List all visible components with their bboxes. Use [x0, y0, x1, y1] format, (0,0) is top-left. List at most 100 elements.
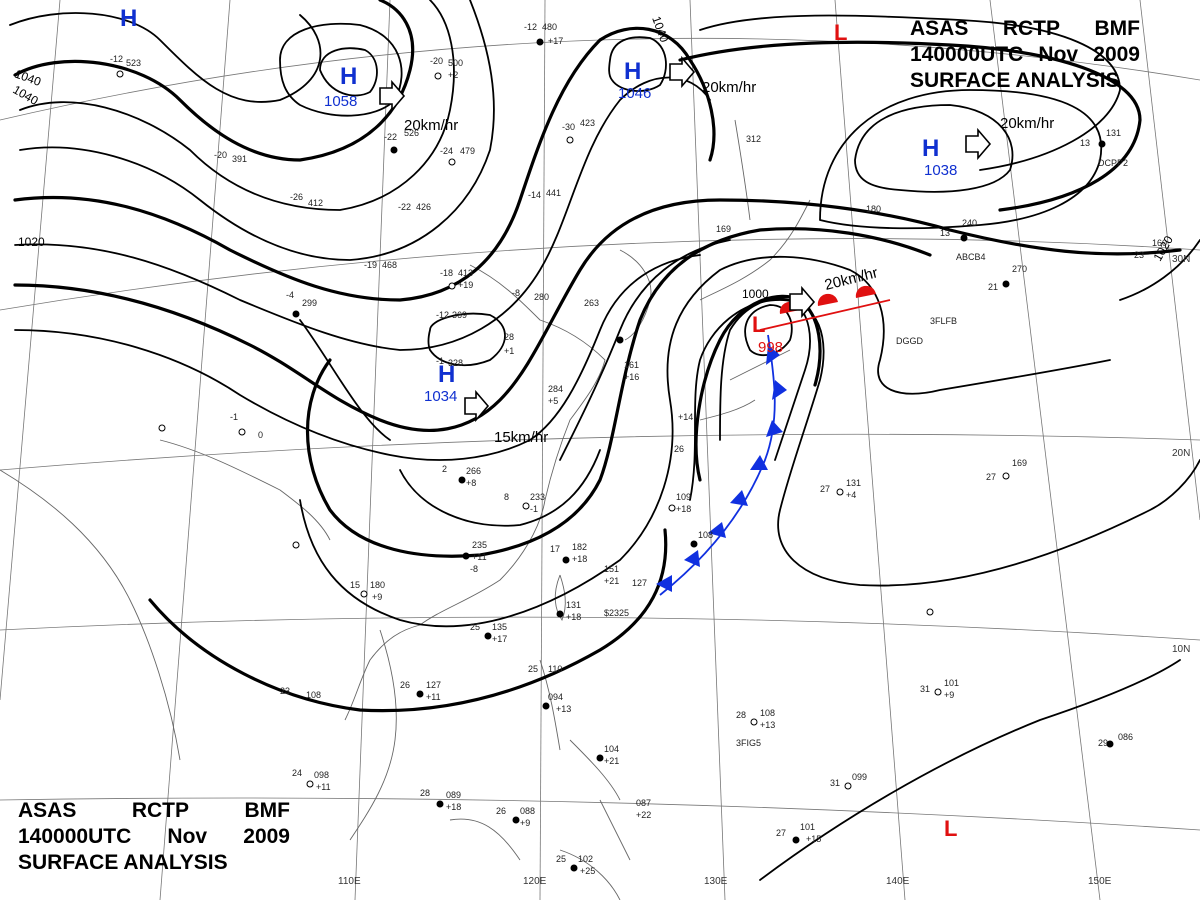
isobar-value: 1000	[742, 287, 769, 301]
station-value: +25	[580, 866, 595, 876]
station-value: 25	[556, 854, 566, 864]
station-value: +19	[458, 280, 473, 290]
station-value: 108	[306, 690, 321, 700]
station-marker	[306, 780, 314, 788]
station-value: +11	[316, 782, 331, 792]
station-marker	[436, 800, 444, 808]
station-value: 26	[400, 680, 410, 690]
high-center-value: 1058	[324, 93, 357, 110]
station-value: 500	[448, 58, 463, 68]
longitude-line-130e	[689, 0, 726, 900]
isobar	[689, 299, 1200, 587]
isobars	[9, 0, 1200, 881]
station-value: -24	[440, 146, 453, 156]
longitude-line-110e	[354, 0, 391, 900]
isobar	[399, 449, 601, 527]
isobar	[13, 0, 415, 162]
station-value: 098	[314, 770, 329, 780]
title-year: 2009	[1093, 43, 1140, 66]
station-value: -8	[470, 564, 478, 574]
isobar	[608, 36, 667, 92]
title-office: BMF	[1094, 17, 1141, 40]
station-marker	[116, 70, 124, 78]
cold-front-triangle	[656, 575, 672, 592]
station-value: 135	[492, 622, 507, 632]
title-time: 140000UTC	[910, 43, 1024, 66]
speed-label: 20km/hr	[1000, 115, 1054, 132]
isobar	[854, 104, 1014, 193]
title-line-2: 140000UTC Nov 2009	[18, 824, 290, 850]
station-value: 426	[416, 202, 431, 212]
station-value: -12	[436, 310, 449, 320]
longitude-label: 130E	[704, 876, 728, 887]
high-center-value: 1034	[424, 388, 457, 405]
station-value: 086	[1118, 732, 1133, 742]
station-value: -1	[530, 504, 538, 514]
station-marker	[690, 540, 698, 548]
station-marker	[836, 488, 844, 496]
low-center-label: L	[944, 816, 957, 841]
coast-japan	[699, 199, 811, 421]
station-value: 25	[470, 622, 480, 632]
axis-labels: 110E 120E 130E 140E 150E 30N 20N 10N	[338, 254, 1190, 887]
station-value: 131	[566, 600, 581, 610]
station-value: 169	[716, 224, 731, 234]
station-marker	[448, 158, 456, 166]
station-value: 266	[466, 466, 481, 476]
isobar	[319, 47, 378, 97]
station-value: 31	[920, 684, 930, 694]
coast-india	[0, 469, 181, 761]
station-value: 3FLFB	[930, 316, 957, 326]
station-value: 110	[548, 664, 562, 674]
station-marker	[390, 146, 398, 154]
longitude-label: 110E	[338, 876, 361, 887]
station-value: 23	[1134, 250, 1144, 260]
station-value: 480	[542, 22, 557, 32]
station-marker	[484, 632, 492, 640]
coast-taiwan	[554, 574, 566, 621]
isobar	[299, 239, 731, 461]
station-value: 280	[534, 292, 549, 302]
speed-label: 20km/hr	[702, 79, 756, 96]
station-value: 284	[548, 384, 563, 394]
station-value: -4	[286, 290, 294, 300]
station-value: 233	[530, 492, 545, 502]
station-value: 441	[546, 188, 561, 198]
station-value: +14	[678, 412, 693, 422]
station-value: +21	[604, 756, 619, 766]
isobar	[14, 254, 701, 461]
isobar	[699, 14, 1121, 171]
station-value: +11	[426, 692, 441, 702]
station-marker	[434, 72, 442, 80]
station-value: +21	[604, 576, 619, 586]
station-value: +18	[572, 554, 587, 564]
low-center-value: 998	[758, 339, 783, 356]
longitude-line-150e	[989, 0, 1101, 900]
longitude-label: 140E	[886, 876, 910, 887]
station-value: -12	[524, 22, 537, 32]
station-value: +8	[466, 478, 476, 488]
longitude-line-160e	[1139, 0, 1200, 521]
coast-himalaya	[159, 439, 331, 541]
station-value: DCPP2	[1098, 158, 1128, 168]
station-marker	[292, 541, 300, 549]
station-value: 2	[442, 464, 447, 474]
station-marker	[158, 424, 166, 432]
motion-arrow-icon	[965, 127, 992, 161]
station-value: 127	[426, 680, 441, 690]
isobar	[299, 255, 1111, 628]
station-marker	[360, 590, 368, 598]
high-center-label: H	[340, 63, 357, 90]
cold-front-triangle	[750, 455, 768, 470]
isobar	[678, 40, 1142, 212]
station-value: 3FIG5	[736, 738, 761, 748]
cold-front-triangle	[730, 490, 748, 506]
station-value: 369	[452, 310, 467, 320]
station-marker	[292, 310, 300, 318]
station-value: ABCB4	[956, 252, 986, 262]
station-value: 0	[258, 430, 263, 440]
station-value: 299	[302, 298, 317, 308]
station-marker	[566, 136, 574, 144]
station-marker	[536, 38, 544, 46]
station-marker	[1098, 140, 1106, 148]
